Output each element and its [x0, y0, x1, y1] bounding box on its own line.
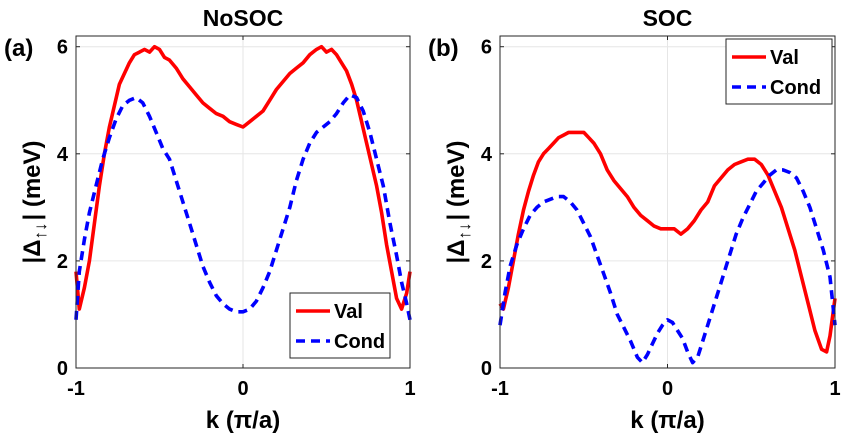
legend: Val Cond: [725, 38, 833, 105]
legend: Val Cond: [289, 292, 391, 359]
x-tick-label: 0: [237, 378, 248, 400]
y-tick-label: 0: [481, 358, 492, 380]
y-axis-label: |Δ↑↓ | (meV): [19, 140, 50, 263]
chart-title: SOC: [643, 5, 693, 31]
y-axis-label-subscript: ↑↓: [31, 223, 50, 240]
y-axis-label-end: | (meV): [19, 140, 46, 220]
panel-label: (b): [428, 35, 459, 62]
series-line-val: [74, 44, 412, 311]
y-tick-label: 2: [481, 251, 492, 273]
series-line-val: [498, 130, 837, 354]
y-tick-label: 0: [57, 358, 68, 380]
series-line-cond: [498, 168, 837, 365]
x-tick-label: -1: [491, 378, 509, 400]
legend-label-val: Val: [770, 47, 799, 69]
y-tick-label: 6: [57, 37, 68, 59]
x-tick-label: 1: [404, 378, 415, 400]
y-tick-label: 6: [481, 37, 492, 59]
y-axis-label-main: |Δ: [443, 240, 470, 264]
legend-box: [289, 292, 391, 359]
x-axis-label: k (π/a): [630, 407, 704, 434]
y-tick-label: 4: [481, 144, 493, 166]
x-tick-label: 0: [662, 378, 673, 400]
x-tick-label: 1: [829, 378, 840, 400]
series-line-cond: [74, 93, 412, 321]
chart-title: NoSOC: [203, 5, 284, 31]
y-axis-label-main: |Δ: [19, 240, 46, 264]
legend-label-cond: Cond: [334, 331, 385, 353]
x-tick-label: -1: [67, 378, 85, 400]
y-axis-label-subscript: ↑↓: [455, 223, 474, 240]
y-tick-label: 4: [57, 144, 69, 166]
legend-box: [725, 38, 833, 105]
y-axis-label: |Δ↑↓ | (meV): [443, 140, 474, 263]
legend-label-cond: Cond: [770, 77, 821, 99]
panel-label: (a): [4, 35, 33, 62]
y-axis-label-end: | (meV): [443, 140, 470, 220]
legend-label-val: Val: [334, 301, 363, 323]
x-axis-label: k (π/a): [206, 407, 280, 434]
y-tick-label: 2: [57, 251, 68, 273]
